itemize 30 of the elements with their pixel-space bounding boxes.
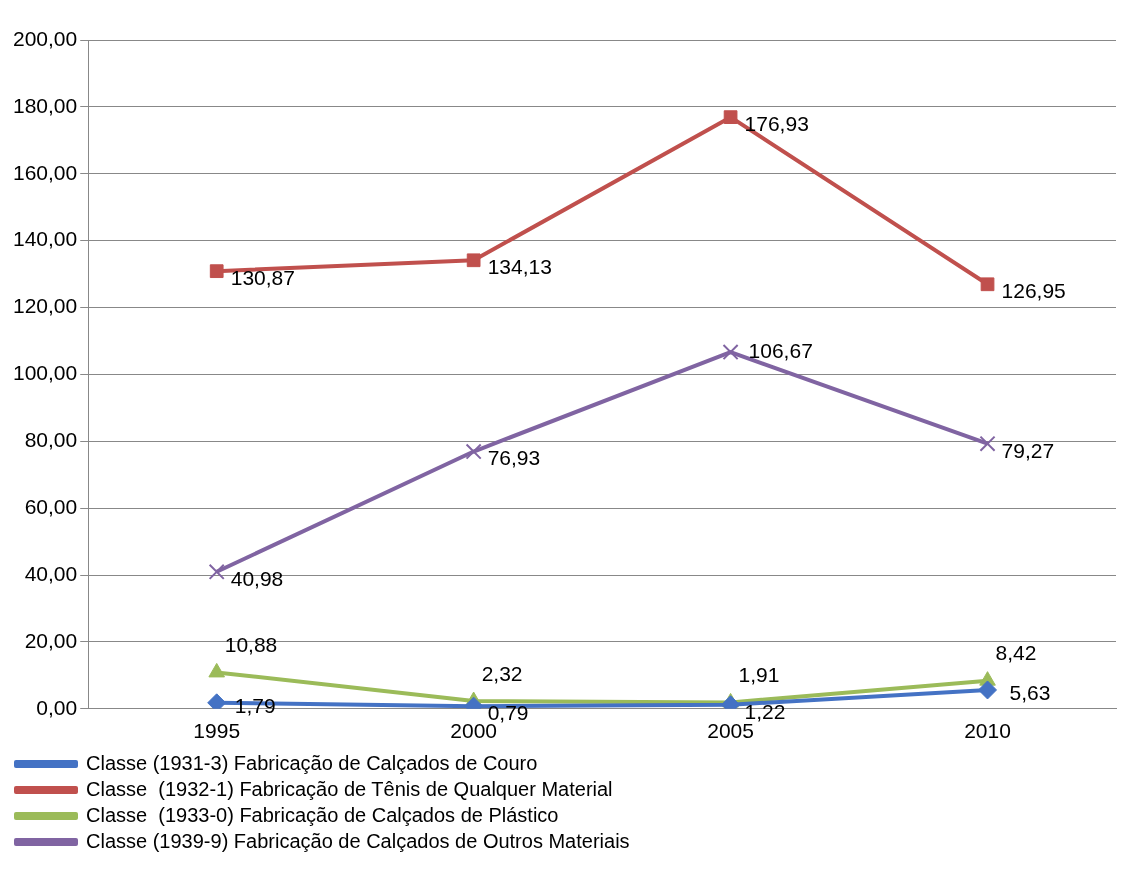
y-tick-label: 180,00 xyxy=(13,93,78,117)
data-label: 8,42 xyxy=(995,641,1037,665)
y-tick-label: 20,00 xyxy=(24,628,78,652)
y-tick-label: 120,00 xyxy=(13,294,78,318)
data-label: 176,93 xyxy=(744,111,809,135)
legend-label: Classe (1931-3) Fabricação de Calçados de Couro xyxy=(86,751,538,774)
data-label: 5,63 xyxy=(1009,680,1051,704)
data-label: 76,93 xyxy=(487,446,541,470)
legend-label: Classe (1933-0) Fabricação de Calçados de Plástico xyxy=(86,803,559,826)
data-label: 2,32 xyxy=(481,661,523,685)
data-label: 126,95 xyxy=(1001,279,1066,303)
y-tick-label: 80,00 xyxy=(24,428,78,452)
x-tick-label: 2010 xyxy=(964,719,1011,743)
x-tick-label: 1995 xyxy=(193,719,241,743)
data-label: 10,88 xyxy=(224,633,278,657)
y-tick-label: 200,00 xyxy=(13,26,78,50)
legend-label: Classe (1932-1) Fabricação de Tênis de Qualquer Material xyxy=(86,777,613,800)
data-label: 130,87 xyxy=(230,265,295,289)
data-label: 79,27 xyxy=(1001,438,1055,462)
data-label: 40,98 xyxy=(230,566,284,590)
data-label: 1,91 xyxy=(738,663,780,687)
data-label: 106,67 xyxy=(748,338,813,362)
y-tick-label: 140,00 xyxy=(13,227,78,251)
y-tick-label: 40,00 xyxy=(24,561,78,585)
legend-label: Classe (1939-9) Fabricação de Calçados de Outros Materiais xyxy=(86,829,630,852)
data-label: 134,13 xyxy=(487,255,552,279)
y-tick-label: 0,00 xyxy=(36,695,78,719)
y-tick-label: 60,00 xyxy=(24,494,78,518)
y-tick-label: 100,00 xyxy=(13,361,78,385)
y-tick-label: 160,00 xyxy=(13,160,78,184)
